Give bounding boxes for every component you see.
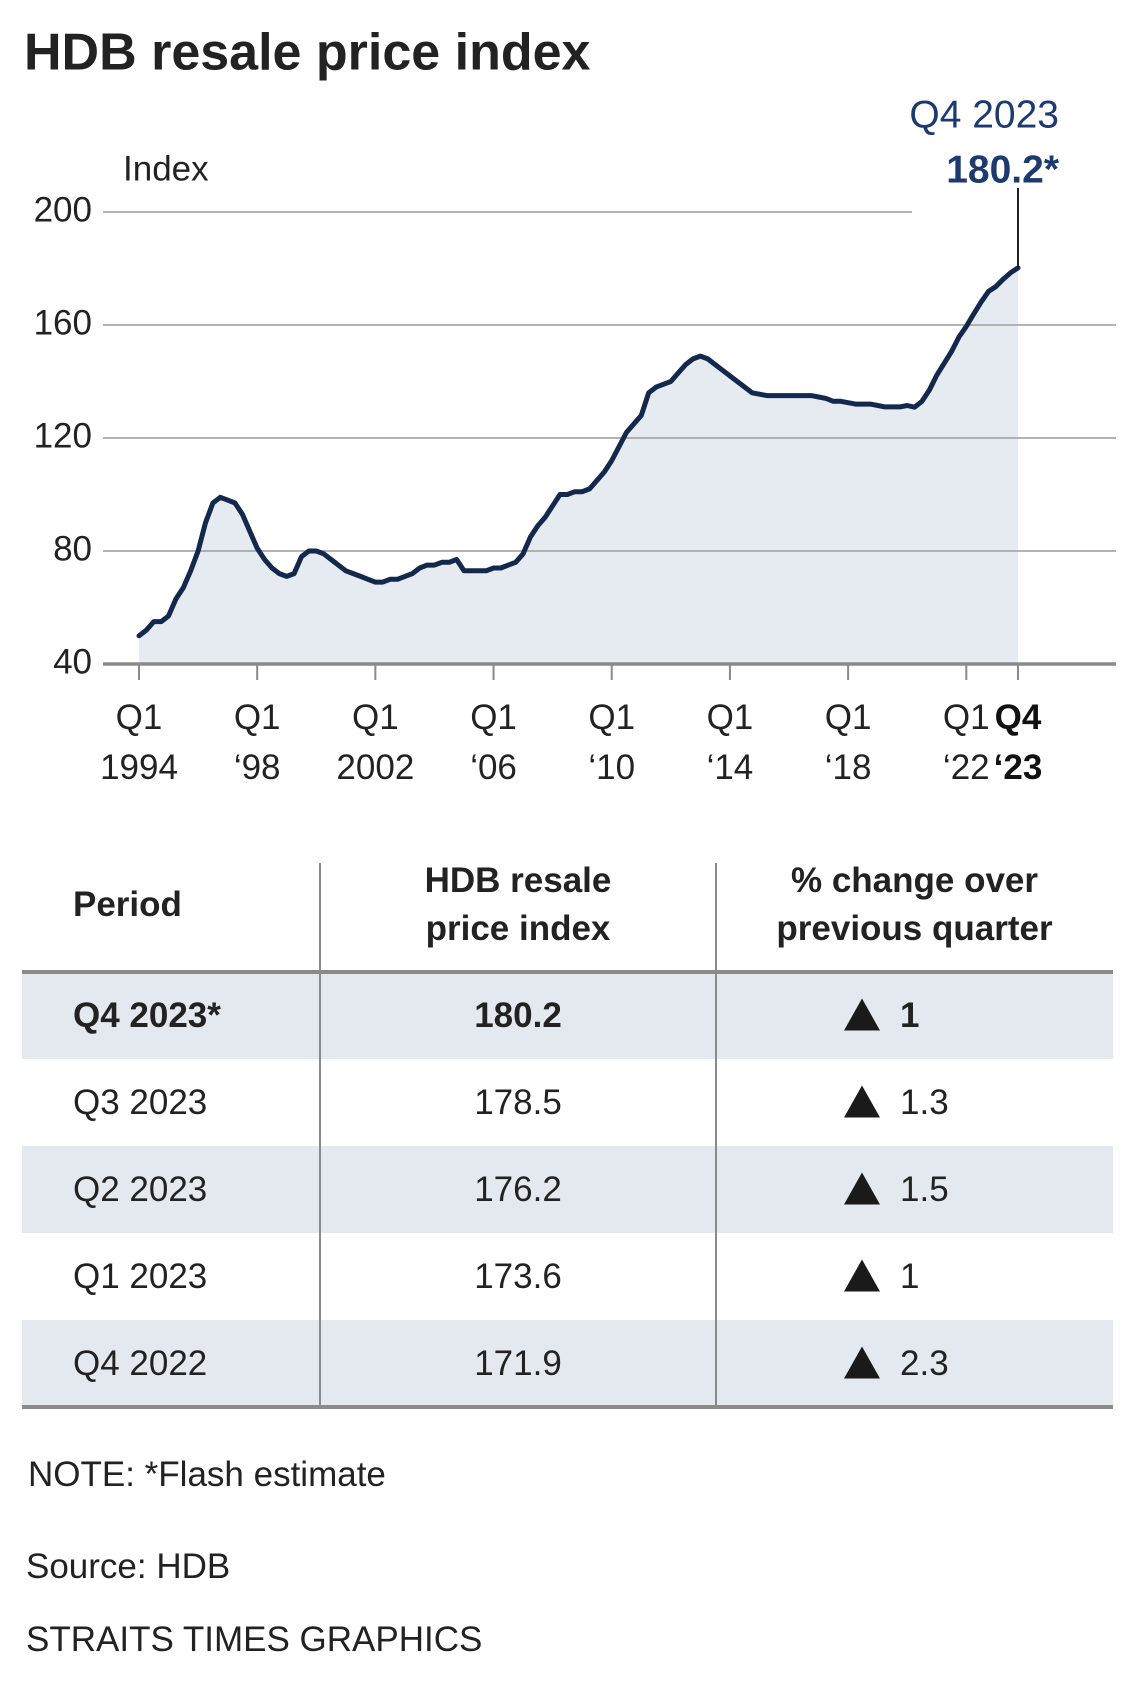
table-cell: Q1 2023 (73, 1256, 208, 1296)
x-tick-label: Q1 ‘22 (942, 698, 990, 787)
y-tick-label: 200 (34, 190, 92, 229)
x-tick-label: Q1 ‘10 (588, 698, 636, 787)
x-tick-label: Q1 2002 (336, 698, 415, 787)
row-shade (22, 1320, 1113, 1407)
up-triangle (844, 1085, 880, 1118)
table-cell: 178.5 (474, 1082, 562, 1122)
x-tick-label: Q1 ‘18 (824, 698, 872, 787)
x-tick-label: Q4 ‘23 (993, 698, 1043, 787)
area (139, 267, 1018, 664)
table-header: HDB resale price index (424, 861, 612, 948)
x-tick-label: Q1 ‘98 (233, 698, 281, 787)
annotation-label: Q4 2023 (909, 93, 1059, 136)
table-cell: Q2 2023 (73, 1169, 208, 1209)
y-axis-label: Index (123, 149, 209, 188)
y-tick-label: 120 (34, 416, 92, 455)
grid (103, 211, 1116, 666)
up-triangle (844, 1259, 880, 1292)
table-header: % change over previous quarter (776, 861, 1053, 948)
up-triangle (844, 1346, 880, 1379)
y-tick-label: 40 (53, 642, 92, 681)
row-shade (22, 1146, 1113, 1233)
table-cell: Q3 2023 (73, 1082, 208, 1122)
table-cell: 171.9 (474, 1343, 562, 1383)
table-cell: 176.2 (474, 1169, 562, 1209)
x-tick-label: Q1 ‘06 (470, 698, 517, 787)
table-cell: 1 (900, 995, 920, 1035)
line (136, 265, 1021, 639)
table-cell: Q4 2023* (73, 995, 221, 1035)
row-shade (22, 972, 1113, 1059)
table-header: Period (73, 885, 182, 924)
table (22, 863, 1113, 1409)
source: Source: HDB (26, 1547, 231, 1586)
table-cell: 2.3 (900, 1343, 949, 1383)
note: NOTE: *Flash estimate (28, 1455, 386, 1494)
y-tick-label: 80 (53, 529, 92, 568)
table-cell: 1.3 (900, 1082, 949, 1122)
table-cell: Q4 2022 (73, 1343, 208, 1383)
chart-title: HDB resale price index (24, 24, 591, 82)
annotation-value: 180.2* (946, 148, 1060, 191)
table-cell: 180.2 (474, 995, 562, 1035)
up-triangle (844, 1172, 880, 1205)
table-cell: 1 (900, 1256, 920, 1296)
y-tick-label: 160 (34, 303, 92, 342)
x-tick-label: Q1 ‘14 (706, 698, 754, 787)
table-cell: 173.6 (474, 1256, 562, 1296)
x-tick-label: Q1 1994 (100, 698, 178, 787)
table-cell: 1.5 (900, 1169, 949, 1209)
up-triangle (844, 998, 880, 1031)
credit: STRAITS TIMES GRAPHICS (26, 1620, 483, 1659)
